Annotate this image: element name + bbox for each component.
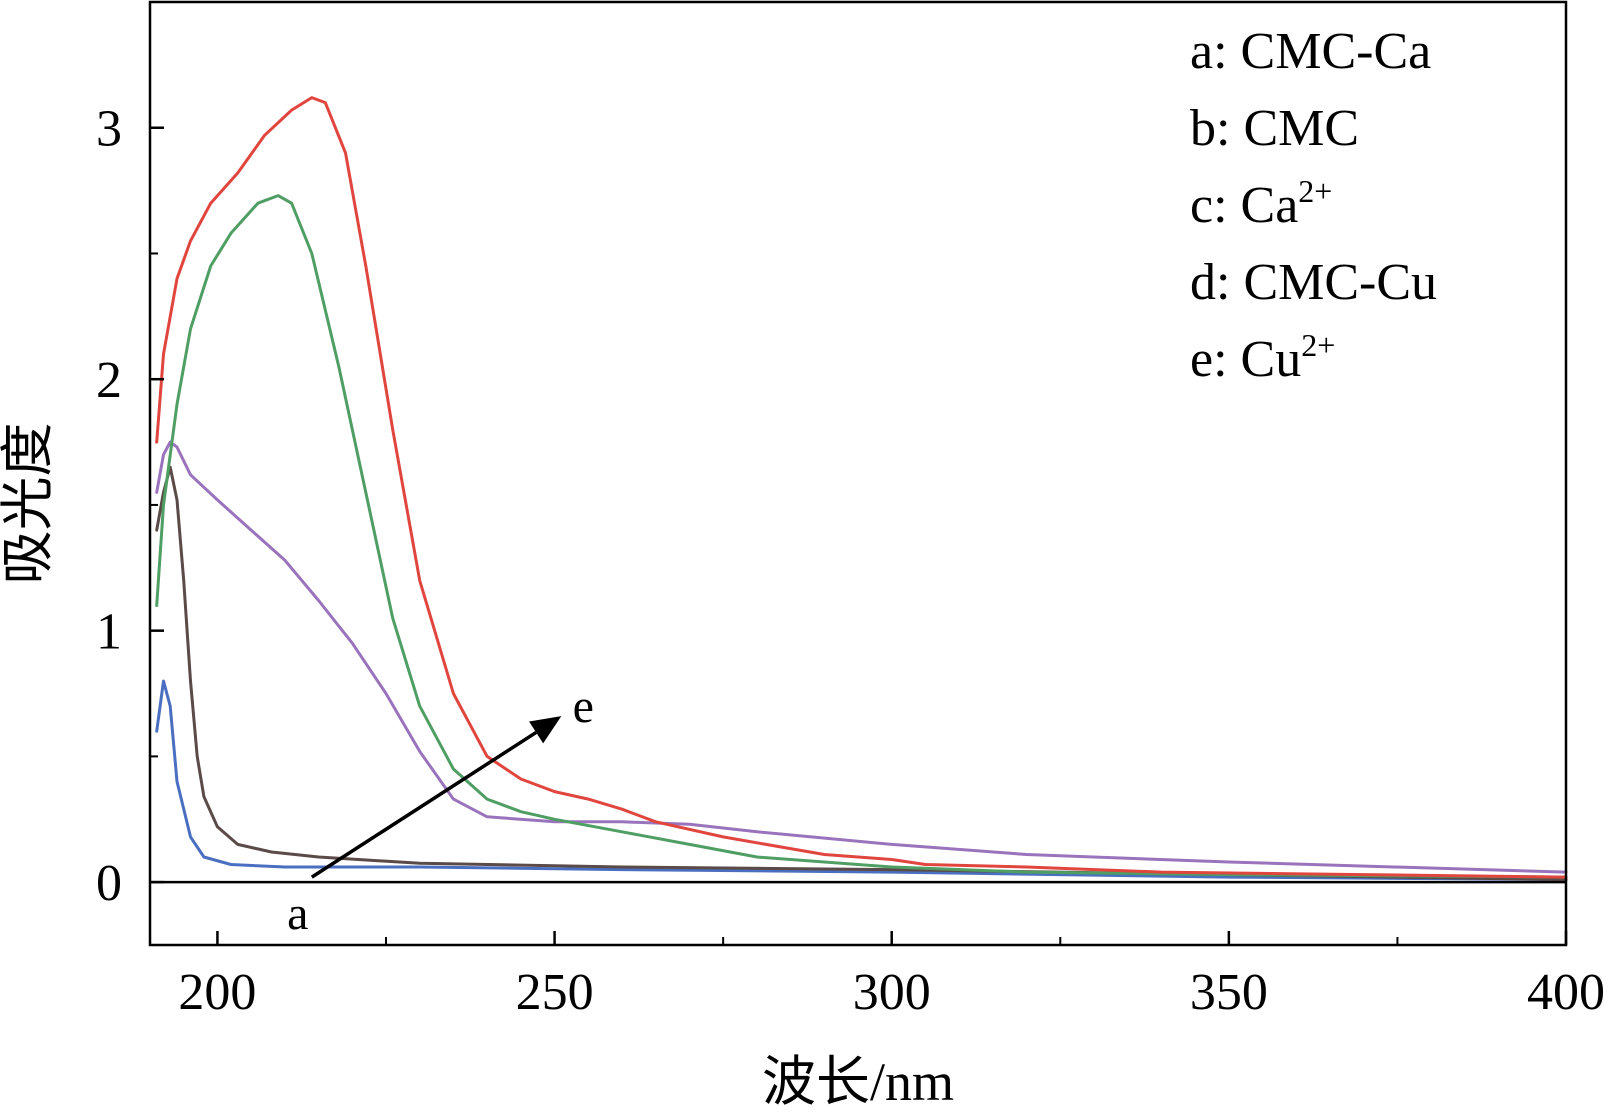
y-tick-label: 0: [96, 855, 122, 912]
arrow-annotation: ae: [287, 680, 594, 940]
x-ticks: 200 250 300 350 400: [178, 931, 1605, 1021]
arrow-shaft: [310, 730, 538, 879]
x-tick-label: 300: [853, 964, 931, 1021]
series-line-3: [155, 440, 1568, 874]
legend: a: CMC-Ca b: CMC c: Ca2+ d: CMC-Cu e: Cu2+: [1190, 23, 1437, 388]
x-tick-label: 400: [1527, 964, 1605, 1021]
y-axis-title: 吸光度: [0, 423, 58, 585]
legend-entry-e: e: Cu2+: [1190, 327, 1335, 388]
y-tick-label: 3: [96, 101, 122, 158]
legend-entry-a: a: CMC-Ca: [1190, 23, 1431, 80]
series-line-1: [155, 679, 1568, 882]
legend-entry-d: d: CMC-Cu: [1190, 254, 1437, 311]
y-tick-label: 1: [96, 604, 122, 661]
arrow-head: [529, 716, 562, 744]
series-layer: [155, 96, 1568, 882]
x-tick-label: 250: [516, 964, 594, 1021]
series-line-5: [155, 96, 1568, 879]
series-line-4: [155, 194, 1568, 879]
y-tick-label: 2: [96, 352, 122, 409]
legend-entry-c: c: Ca2+: [1190, 173, 1332, 234]
x-tick-label: 200: [178, 964, 256, 1021]
y-ticks: 0 1 2 3: [96, 101, 164, 912]
series-line-2: [155, 465, 1568, 882]
arrow-end-label: e: [573, 680, 594, 733]
x-tick-label: 350: [1190, 964, 1268, 1021]
arrow-start-label: a: [287, 887, 308, 940]
legend-entry-b: b: CMC: [1190, 100, 1359, 157]
plot-frame: [148, 0, 1568, 947]
x-axis-title: 波长/nm: [762, 1052, 954, 1112]
